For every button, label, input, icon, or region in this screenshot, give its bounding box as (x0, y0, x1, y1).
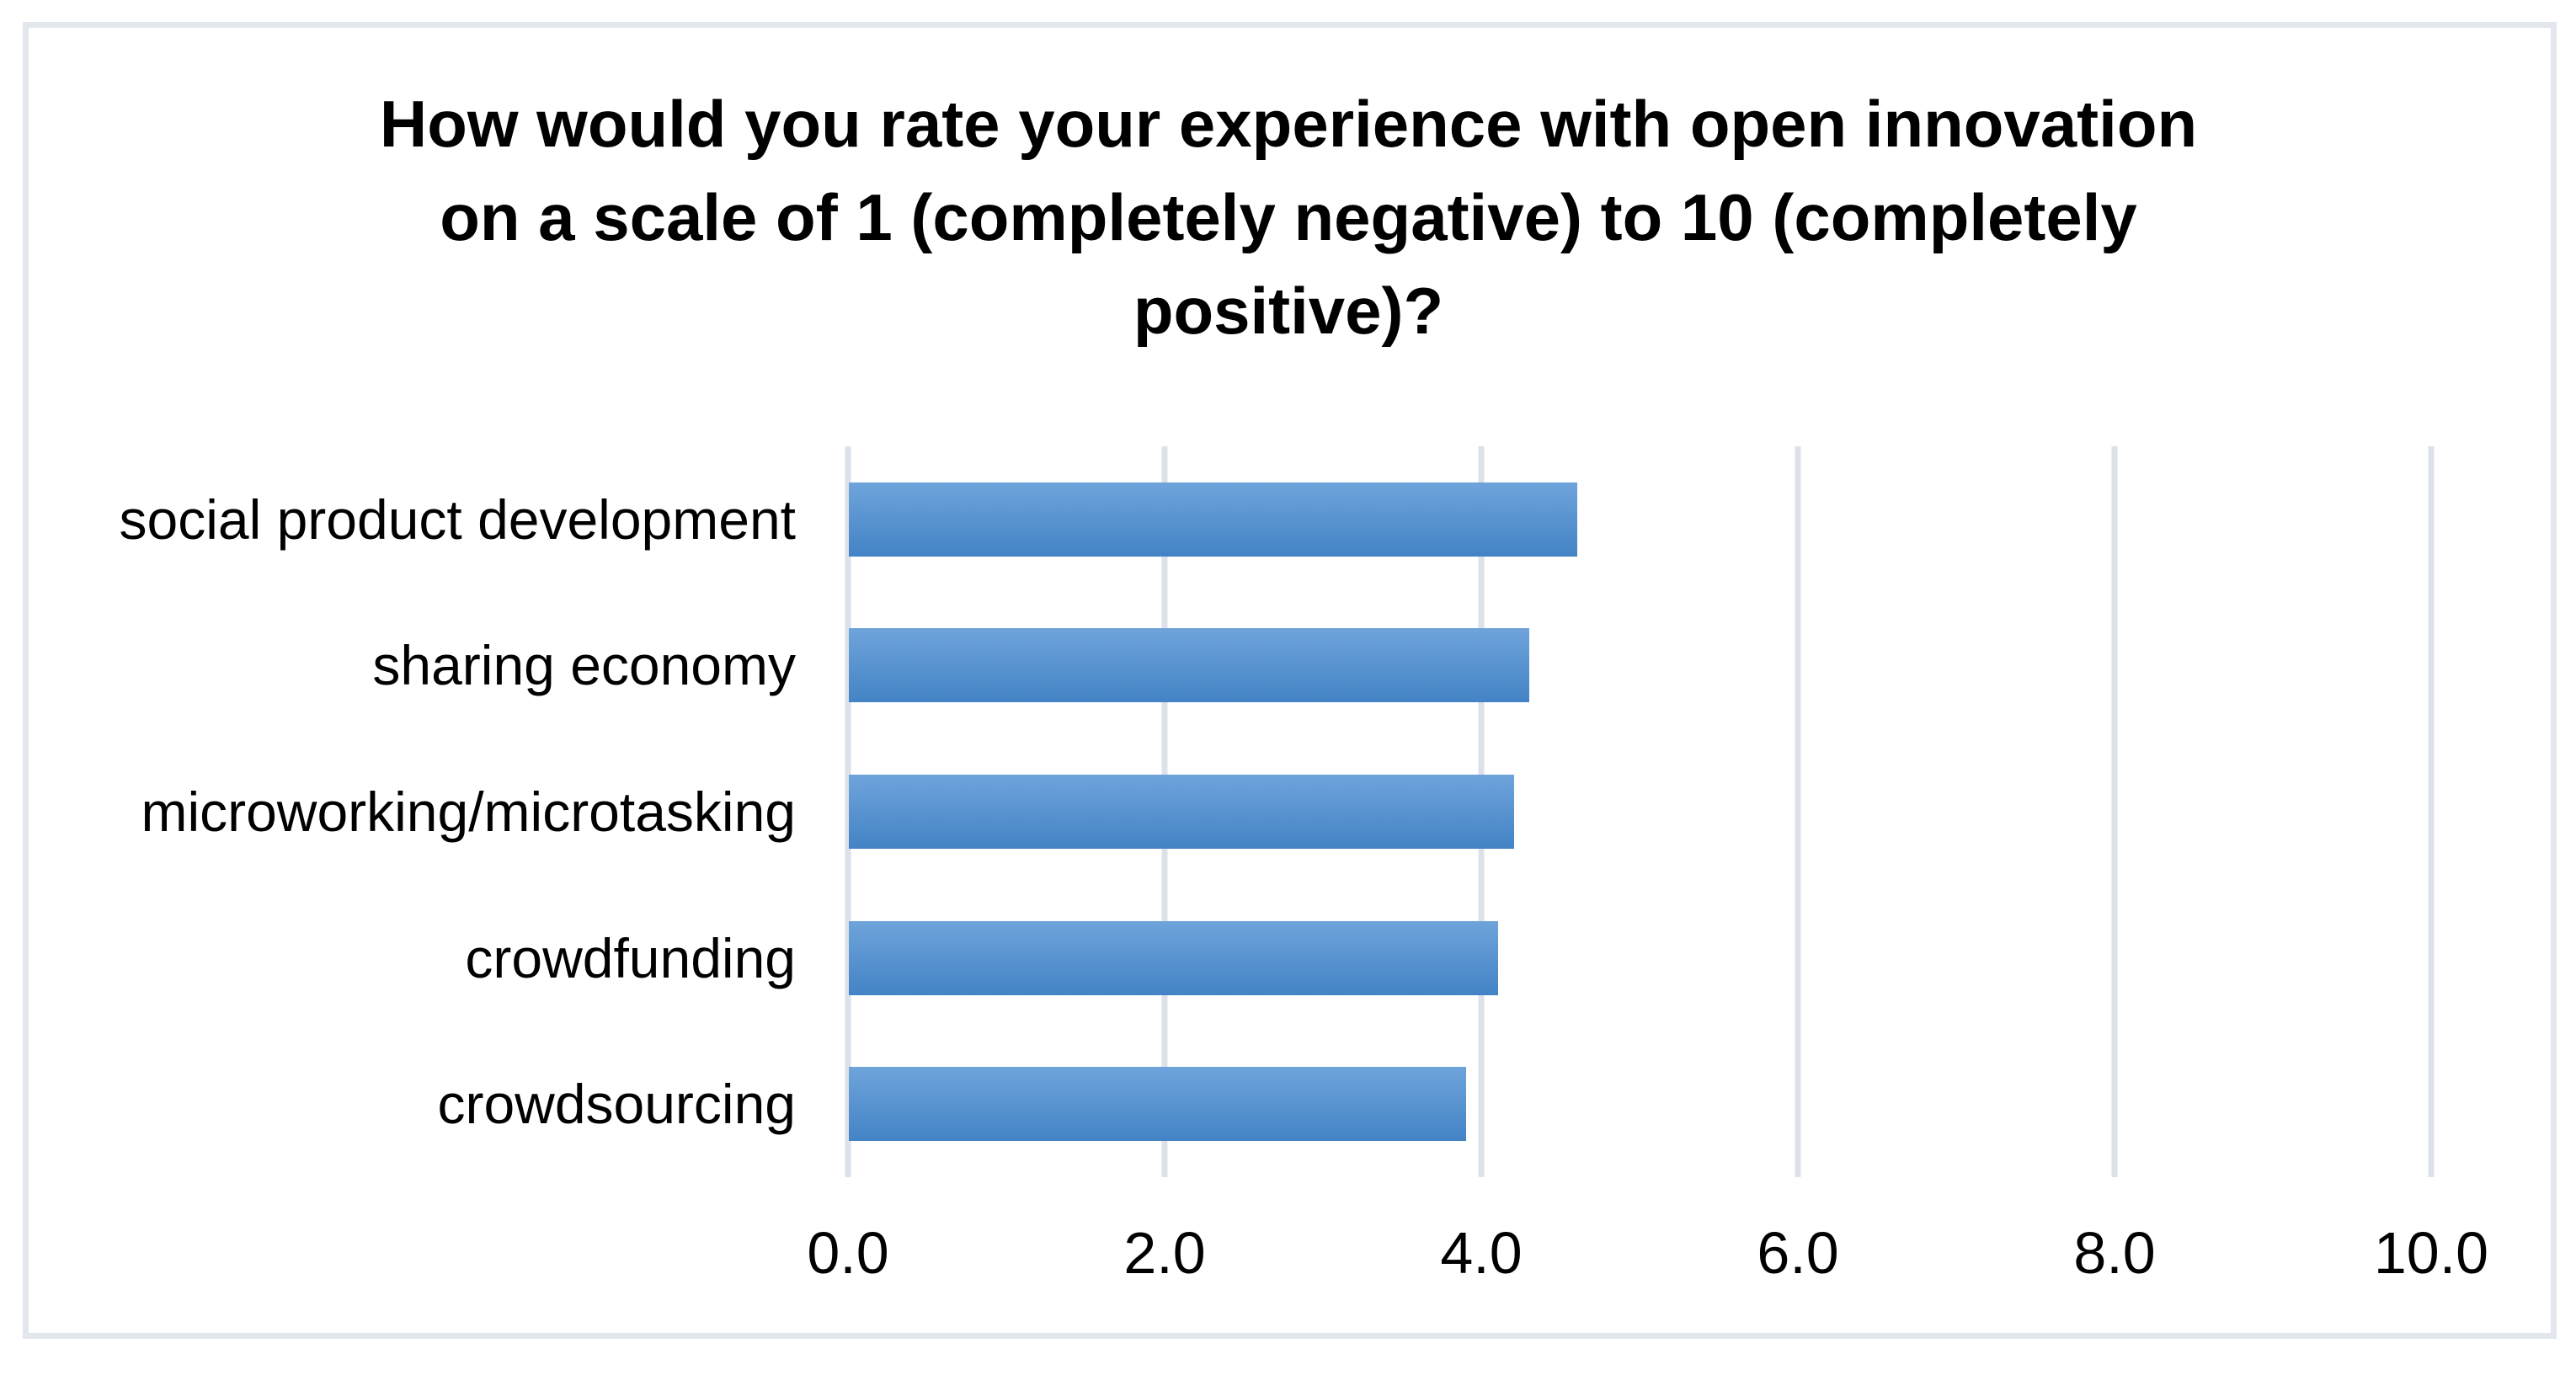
gridline (845, 446, 851, 1177)
bar (849, 920, 1498, 995)
gridline (2111, 446, 2118, 1177)
bar (849, 482, 1577, 557)
bar (849, 775, 1514, 849)
tick-label: 2.0 (1123, 1220, 1206, 1286)
gridline (1795, 446, 1801, 1177)
category-label: crowdsourcing (437, 1073, 796, 1136)
gridline (2428, 446, 2435, 1177)
category-label: sharing economy (372, 634, 796, 697)
tick-label: 6.0 (1757, 1220, 1839, 1286)
chart-title: How would you rate your experience with … (320, 77, 2257, 358)
chart-border (23, 22, 2557, 1339)
category-label: crowdfunding (465, 926, 796, 989)
plot-area (845, 446, 2435, 1177)
category-label: social product development (119, 488, 796, 551)
chart-title-line-3: positive)? (1133, 274, 1444, 348)
tick-label: 0.0 (807, 1220, 889, 1286)
bar (849, 1067, 1467, 1142)
chart-title-line-2: on a scale of 1 (completely negative) to… (440, 180, 2137, 254)
bar (849, 628, 1530, 703)
chart-title-line-1: How would you rate your experience with … (379, 87, 2198, 161)
category-label: microworking/microtasking (141, 780, 796, 843)
tick-label: 8.0 (2073, 1220, 2156, 1286)
tick-label: 4.0 (1440, 1220, 1523, 1286)
tick-label: 10.0 (2373, 1220, 2489, 1286)
